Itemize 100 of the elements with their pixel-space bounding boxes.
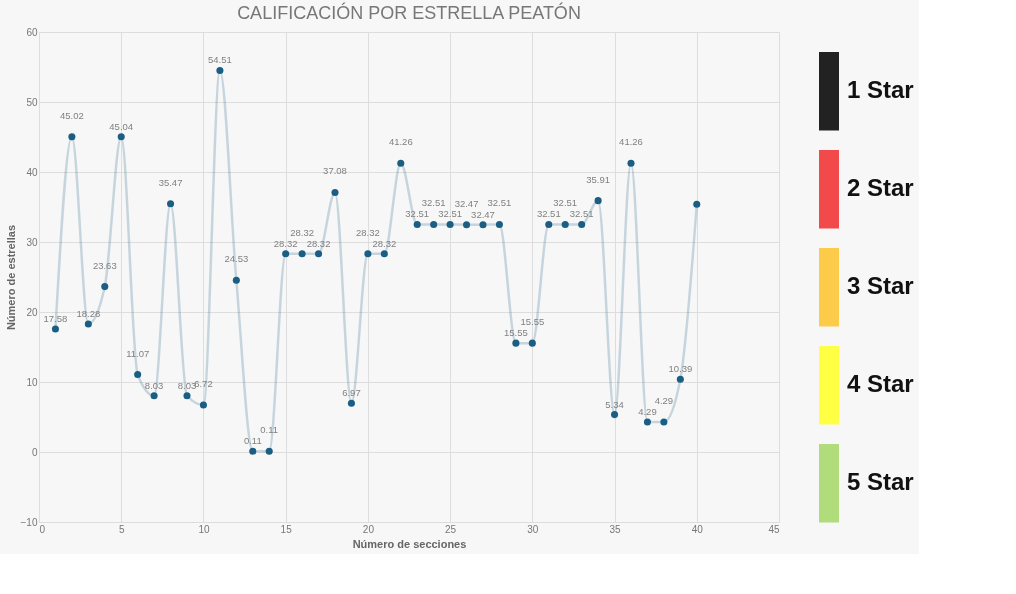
text: 1 Star [847, 76, 914, 104]
x-tick-label: 5 [118, 523, 125, 535]
data-label: 0.11 [243, 435, 262, 447]
data-label: 32.51 [553, 197, 578, 209]
text: 2 Star [847, 174, 914, 202]
point [627, 159, 635, 167]
x-tick-label: 40 [691, 523, 704, 535]
data-label: 32.51 [421, 197, 446, 209]
data-label: 24.53 [224, 253, 249, 265]
point [183, 392, 191, 400]
x-tick-label: 10 [198, 523, 210, 535]
y-tick-label: 30 [26, 236, 38, 248]
point [594, 197, 602, 205]
point [364, 250, 372, 258]
point [495, 220, 503, 228]
point [643, 418, 651, 426]
chart-title: CALIFICACIÓN POR ESTRELLA PEATÓN [237, 2, 581, 23]
point [676, 375, 684, 383]
y-tick-label: 60 [26, 26, 38, 38]
point [446, 220, 454, 228]
point [232, 276, 240, 284]
point [199, 401, 207, 409]
data-label: 32.47 [471, 208, 495, 220]
data-label: 32.51 [536, 208, 561, 220]
point [150, 392, 158, 400]
data-label: 45.02 [60, 109, 84, 121]
data-label: 32.51 [569, 208, 594, 220]
data-label: 32.47 [454, 197, 479, 209]
x-tick-label: 15 [280, 523, 293, 535]
point [315, 250, 323, 258]
point [430, 220, 438, 228]
point [68, 133, 76, 141]
data-label: 4.29 [638, 405, 657, 417]
point [282, 250, 290, 258]
data-label: 4.29 [654, 394, 674, 406]
data-label: 37.08 [323, 165, 347, 177]
x-tick-label: 35 [609, 523, 622, 535]
x-tick-label: 0 [39, 523, 46, 535]
point [479, 221, 487, 229]
data-label: 54.51 [208, 54, 232, 66]
text: 5 Star [847, 468, 914, 496]
point [413, 220, 421, 228]
data-label: 32.51 [405, 208, 430, 220]
data-label: 41.26 [388, 136, 413, 148]
y-tick-label: 0 [31, 446, 38, 458]
data-label: 10.39 [668, 363, 693, 375]
point [512, 339, 520, 347]
point [545, 220, 553, 228]
data-label: 41.26 [619, 136, 643, 148]
data-label: 15.55 [504, 327, 528, 339]
y-tick-label: −10 [20, 516, 38, 528]
y-axis-title: Número de estrellas [4, 224, 17, 331]
data-label: 28.32 [273, 237, 298, 249]
x-tick-label: 25 [445, 523, 457, 535]
data-label: 15.55 [520, 316, 545, 328]
data-label: 5.34 [605, 398, 624, 410]
data-label: 32.51 [438, 208, 462, 220]
y-tick-label: 20 [26, 306, 38, 318]
text: 4 Star [847, 370, 914, 398]
data-label: 8.03 [144, 379, 164, 391]
point [216, 66, 224, 74]
point [117, 133, 125, 141]
point [397, 159, 405, 167]
point [167, 200, 175, 208]
data-label: 28.32 [306, 237, 331, 249]
data-label: 45.04 [109, 120, 134, 132]
data-label: 35.91 [586, 173, 610, 185]
point [578, 220, 586, 228]
point [611, 411, 619, 419]
x-axis-title: Número de secciones [352, 537, 467, 550]
data-label: 32.51 [487, 197, 512, 209]
point [693, 200, 701, 208]
data-label: 0.11 [260, 424, 279, 436]
point [660, 418, 668, 426]
data-label: 35.47 [158, 176, 183, 188]
x-tick-label: 20 [362, 523, 375, 535]
data-label: 17.58 [43, 312, 68, 324]
point [528, 339, 536, 347]
y-tick-label: 40 [26, 166, 38, 178]
point [101, 283, 109, 291]
text: 3 Star [847, 272, 914, 300]
point [249, 447, 257, 455]
point [561, 220, 569, 228]
y-tick-label: 50 [26, 96, 38, 108]
point [84, 320, 92, 328]
point [134, 370, 142, 379]
data-label: 28.32 [290, 226, 314, 238]
data-label: 6.97 [342, 387, 361, 399]
data-label: 28.32 [372, 237, 397, 249]
y-tick-label: 10 [26, 376, 38, 388]
point [463, 221, 471, 229]
data-label: 11.07 [126, 347, 150, 359]
x-tick-label: 30 [527, 523, 539, 535]
data-label: 28.32 [356, 226, 380, 238]
point [331, 188, 339, 196]
point [51, 325, 59, 333]
point [347, 399, 355, 407]
point [380, 250, 388, 258]
point [265, 447, 273, 455]
data-label: 23.63 [92, 259, 117, 271]
